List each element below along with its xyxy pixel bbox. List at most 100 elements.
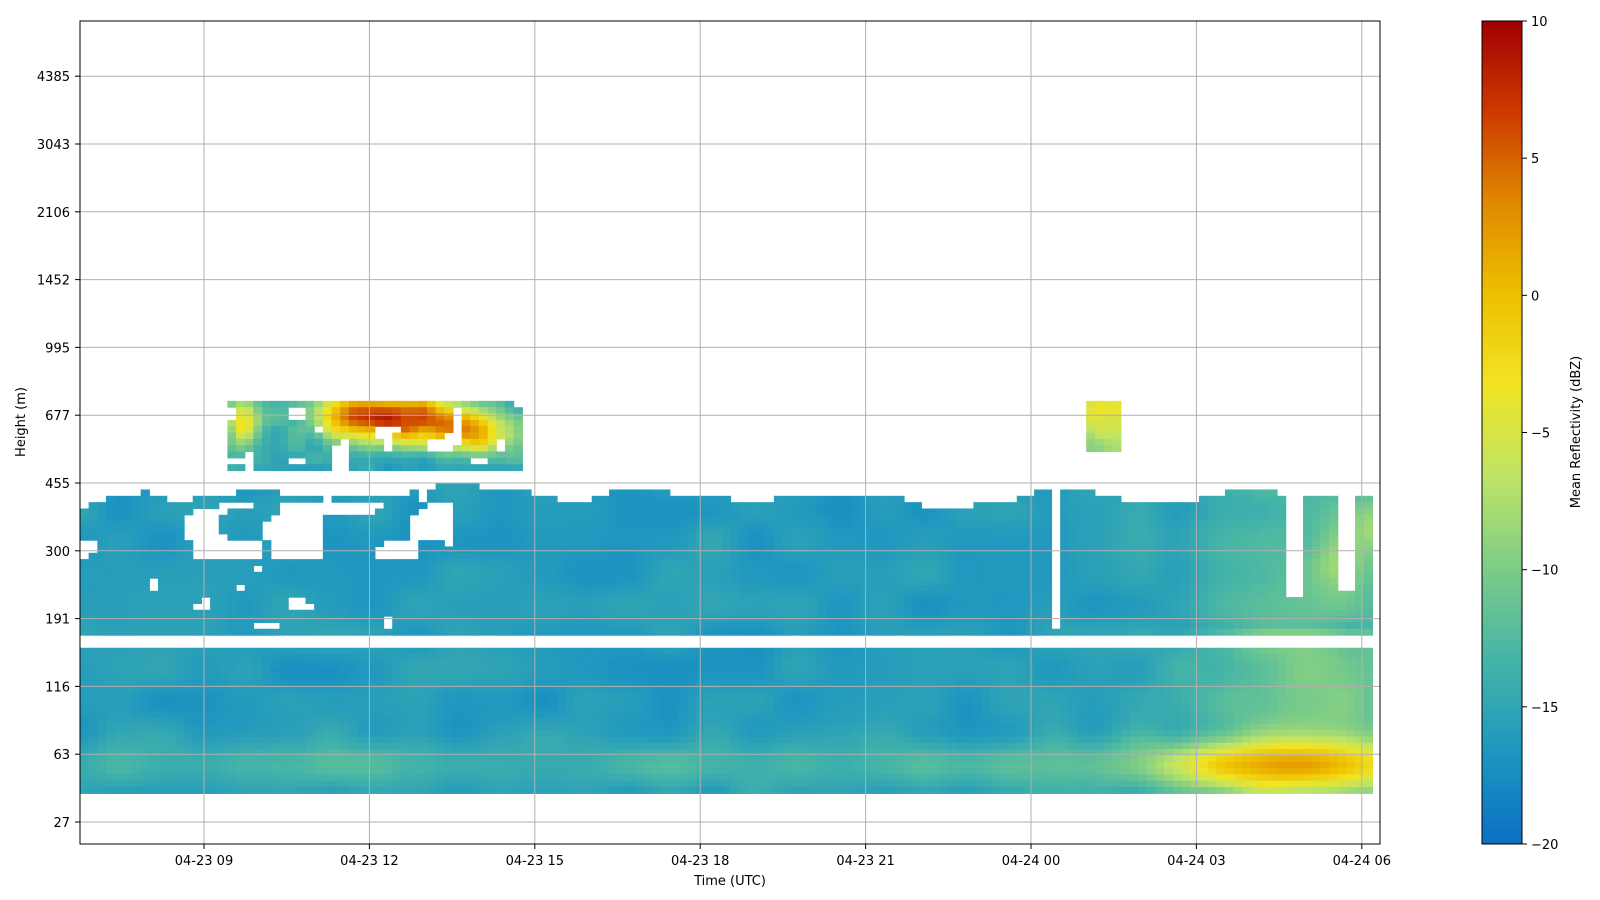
heatmap-cell	[288, 584, 298, 592]
heatmap-cell	[817, 559, 827, 567]
heatmap-cell	[643, 590, 654, 598]
heatmap-cell	[331, 723, 341, 731]
heatmap-cell	[617, 495, 628, 503]
heatmap-cell	[262, 723, 272, 731]
heatmap-cell	[704, 628, 714, 636]
heatmap-cell	[426, 755, 437, 763]
heatmap-cell	[140, 660, 150, 668]
heatmap-cell	[591, 749, 601, 756]
heatmap-cell	[643, 730, 654, 737]
heatmap-cell	[609, 565, 619, 573]
heatmap-cell	[973, 502, 983, 510]
heatmap-cell	[461, 628, 471, 636]
heatmap-cell	[279, 590, 289, 598]
heatmap-cell	[270, 742, 281, 750]
heatmap-cell	[522, 761, 532, 769]
heatmap-cell	[175, 654, 185, 662]
heatmap-cell	[557, 546, 567, 554]
heatmap-cell	[617, 774, 628, 782]
heatmap-cell	[851, 723, 862, 731]
heatmap-cell	[808, 666, 818, 674]
heatmap-cell	[1008, 660, 1018, 668]
heatmap-cell	[444, 578, 454, 586]
heatmap-cell	[869, 673, 879, 680]
heatmap-cell	[487, 787, 497, 794]
heatmap-cell	[435, 590, 445, 598]
heatmap-cell	[747, 698, 758, 706]
heatmap-cell	[930, 584, 940, 592]
heatmap-cell	[487, 654, 497, 662]
heatmap-cell	[713, 514, 723, 522]
heatmap-cell	[721, 774, 732, 782]
heatmap-cell	[721, 698, 732, 706]
heatmap-cell	[262, 445, 272, 453]
heatmap-cell	[765, 578, 775, 586]
heatmap-cell	[773, 761, 784, 769]
heatmap-cell	[192, 495, 202, 503]
heatmap-cell	[88, 508, 98, 516]
heatmap-cell	[158, 609, 168, 617]
heatmap-cell	[279, 761, 289, 769]
heatmap-cell	[626, 768, 636, 775]
heatmap-cell	[938, 647, 948, 655]
heatmap-cell	[808, 704, 818, 712]
heatmap-cell	[279, 787, 289, 794]
heatmap-cell	[322, 603, 333, 611]
heatmap-cell	[374, 717, 385, 725]
heatmap-cell	[331, 438, 341, 446]
heatmap-cell	[904, 590, 914, 598]
heatmap-cell	[617, 597, 628, 605]
heatmap-cell	[765, 666, 775, 674]
heatmap-cell	[990, 578, 1001, 586]
heatmap-cell	[288, 464, 298, 472]
heatmap-cell	[635, 495, 645, 503]
heatmap-cell	[522, 755, 532, 763]
heatmap-cell	[487, 521, 497, 529]
heatmap-cell	[678, 540, 688, 548]
heatmap-cell	[999, 717, 1009, 725]
heatmap-cell	[348, 673, 359, 680]
heatmap-cell	[140, 723, 150, 731]
heatmap-cell	[314, 730, 324, 737]
heatmap-cell	[652, 552, 662, 560]
heatmap-cell	[149, 527, 159, 535]
heatmap-cell	[643, 704, 654, 712]
heatmap-cell	[799, 711, 810, 718]
heatmap-cell	[756, 787, 766, 794]
heatmap-cell	[262, 559, 272, 567]
heatmap-cell	[331, 755, 341, 763]
heatmap-cell	[799, 521, 810, 529]
heatmap-cell	[461, 438, 471, 446]
heatmap-cell	[97, 546, 107, 554]
heatmap-cell	[244, 438, 255, 446]
heatmap-cell	[470, 730, 480, 737]
heatmap-cell	[825, 565, 836, 573]
heatmap-cell	[478, 774, 489, 782]
heatmap-cell	[314, 780, 324, 788]
heatmap-cell	[756, 616, 766, 624]
heatmap-cell	[158, 495, 168, 503]
heatmap-cell	[635, 654, 645, 662]
heatmap-cell	[539, 736, 549, 744]
heatmap-cell	[470, 464, 480, 472]
heatmap-cell	[721, 768, 732, 775]
heatmap-cell	[192, 673, 202, 680]
heatmap-cell	[366, 578, 376, 586]
heatmap-cell	[773, 673, 784, 680]
heatmap-cell	[947, 660, 957, 668]
heatmap-cell	[973, 559, 983, 567]
heatmap-cell	[600, 578, 610, 586]
heatmap-cell	[184, 711, 194, 718]
heatmap-cell	[314, 685, 324, 693]
heatmap-cell	[930, 622, 940, 630]
heatmap-cell	[522, 578, 532, 586]
heatmap-cell	[426, 540, 437, 548]
heatmap-cell	[314, 666, 324, 674]
heatmap-cell	[374, 647, 385, 655]
heatmap-cell	[973, 749, 983, 756]
heatmap-cell	[834, 761, 844, 769]
heatmap-cell	[843, 603, 853, 611]
heatmap-cell	[921, 571, 931, 579]
heatmap-cell	[886, 603, 896, 611]
heatmap-cell	[296, 609, 307, 617]
